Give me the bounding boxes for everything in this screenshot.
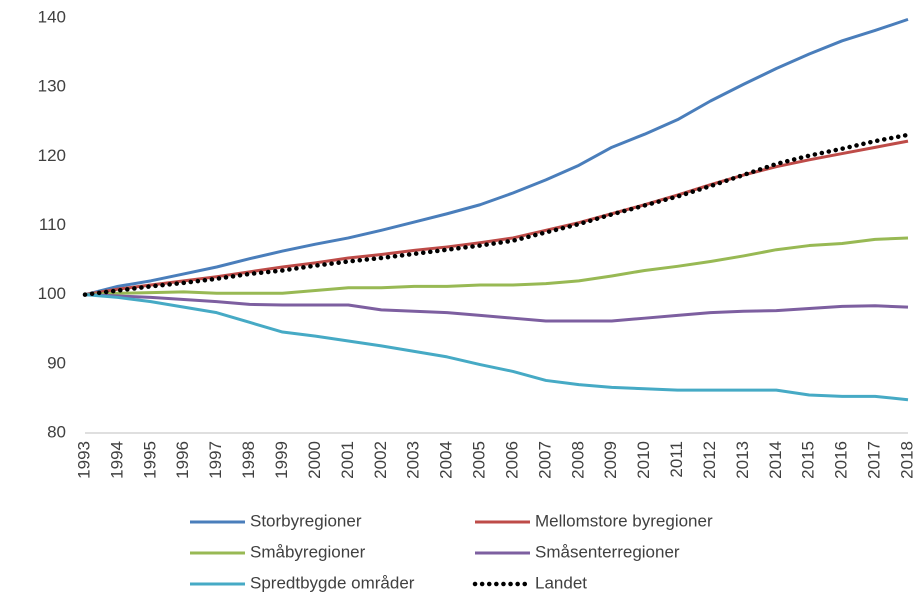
x-tick-label: 2001 [338, 441, 357, 479]
y-tick-label: 90 [47, 353, 66, 372]
x-tick-label: 2018 [897, 441, 916, 479]
legend-label: Landet [535, 573, 587, 592]
x-tick-label: 2005 [470, 441, 489, 479]
x-tick-label: 2012 [700, 441, 719, 479]
x-tick-label: 1993 [74, 441, 93, 479]
x-tick-label: 2016 [832, 441, 851, 479]
x-tick-label: 1998 [239, 441, 258, 479]
y-tick-label: 110 [39, 215, 66, 234]
x-tick-label: 2000 [305, 441, 324, 479]
x-tick-label: 2014 [766, 441, 785, 479]
line-series [84, 293, 909, 402]
x-tick-label: 1994 [107, 441, 126, 479]
line-series [84, 293, 909, 323]
y-tick-label: 140 [38, 7, 66, 26]
x-tick-label: 2011 [667, 441, 686, 478]
y-tick-label: 120 [38, 146, 66, 165]
x-tick-label: 1999 [272, 441, 291, 479]
x-tick-label: 1996 [173, 441, 192, 479]
x-tick-label: 2004 [437, 441, 456, 479]
x-tick-label: 1997 [206, 441, 225, 479]
line-series [84, 139, 909, 297]
x-tick-label: 2009 [601, 441, 620, 479]
x-tick-label: 2002 [371, 441, 390, 479]
legend-label: Storbyregioner [250, 511, 362, 530]
x-tick-label: 2003 [404, 441, 423, 479]
line-series [84, 236, 909, 297]
legend-label: Spredtbygde områder [250, 573, 415, 592]
line-series [82, 132, 911, 297]
legend-label: Mellomstore byregioner [535, 511, 713, 530]
x-tick-label: 2015 [799, 441, 818, 479]
x-tick-label: 2013 [733, 441, 752, 479]
legend-label: Småsenterregioner [535, 542, 680, 561]
line-series [84, 17, 909, 297]
x-tick-label: 2017 [865, 441, 884, 479]
y-tick-label: 80 [47, 422, 66, 441]
y-tick-label: 130 [38, 77, 66, 96]
y-tick-label: 100 [38, 284, 66, 303]
x-tick-label: 2006 [502, 441, 521, 479]
x-tick-label: 2010 [634, 441, 653, 479]
x-tick-label: 2007 [535, 441, 554, 479]
legend-label: Småbyregioner [250, 542, 366, 561]
x-tick-label: 1995 [140, 441, 159, 479]
x-tick-label: 2008 [568, 441, 587, 479]
